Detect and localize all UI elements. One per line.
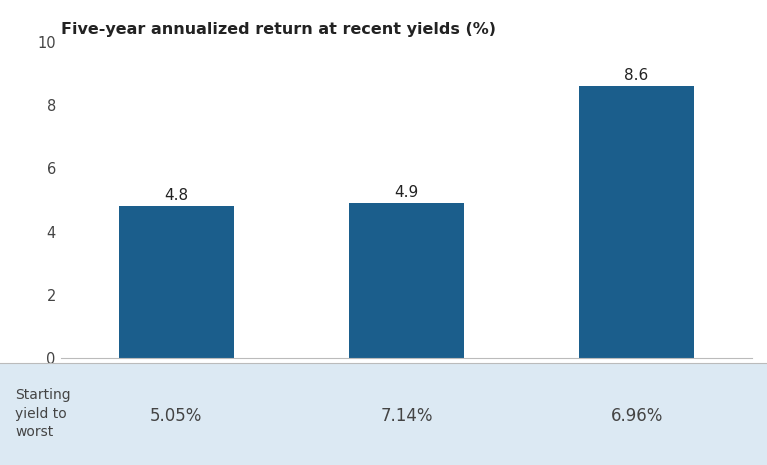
Bar xyxy=(119,206,234,358)
Bar xyxy=(579,86,694,358)
Text: Starting
yield to
worst: Starting yield to worst xyxy=(15,388,71,439)
Text: 5.05%: 5.05% xyxy=(150,407,202,425)
Bar xyxy=(349,203,464,358)
Text: 8.6: 8.6 xyxy=(624,68,649,83)
Text: 4.9: 4.9 xyxy=(394,185,419,200)
Text: 7.14%: 7.14% xyxy=(380,407,433,425)
Text: Five-year annualized return at recent yields (%): Five-year annualized return at recent yi… xyxy=(61,22,496,37)
Text: 6.96%: 6.96% xyxy=(611,407,663,425)
FancyBboxPatch shape xyxy=(0,363,767,465)
Text: 4.8: 4.8 xyxy=(164,188,189,203)
